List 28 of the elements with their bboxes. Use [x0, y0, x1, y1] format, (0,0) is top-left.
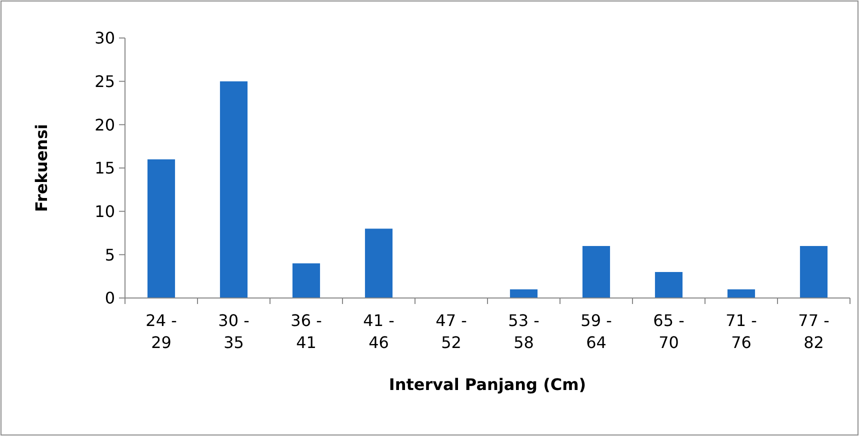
x-axis-title: Interval Panjang (Cm): [388, 375, 586, 394]
bar: [364, 228, 393, 298]
y-tick-label: 15: [94, 158, 115, 178]
x-tick-label: 41 - 46: [363, 311, 394, 352]
x-tick-label: 53 - 58: [508, 311, 540, 352]
x-tick-label: 65 - 70: [653, 311, 684, 352]
bar: [147, 159, 176, 298]
y-tick-label: 10: [94, 202, 115, 221]
y-tick-label: 5: [104, 245, 115, 264]
bar: [582, 246, 610, 298]
bar: [292, 263, 320, 298]
bar: [654, 272, 683, 298]
y-tick-label: 25: [94, 72, 115, 91]
x-tick-label: 71 - 76: [726, 311, 757, 352]
x-tick-label: 30 - 35: [218, 311, 250, 352]
y-tick-label: 30: [94, 28, 115, 48]
x-tick-label: 36 - 41: [290, 311, 322, 352]
x-tick-label: 77 - 82: [798, 311, 830, 352]
x-tick-label: 47 - 52: [436, 311, 467, 352]
bar: [220, 81, 248, 298]
x-tick-label: 24 - 29: [146, 311, 177, 352]
x-tick-label: 59 - 64: [580, 311, 612, 352]
y-tick-label: 0: [104, 288, 115, 308]
bar: [510, 289, 538, 298]
bar: [727, 289, 756, 298]
y-axis-title: Frekuensi: [32, 124, 51, 212]
y-tick-label: 20: [94, 115, 115, 134]
bar: [800, 246, 828, 298]
